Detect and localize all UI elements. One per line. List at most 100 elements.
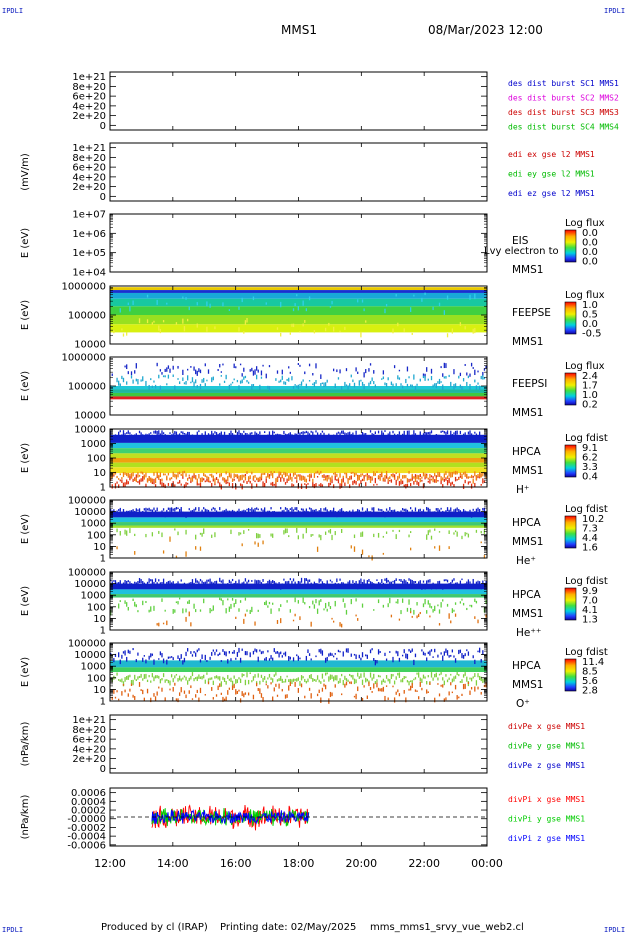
edi-e-ylabel: (mV/m) bbox=[20, 153, 31, 191]
hpca-h-label-1: MMS1 bbox=[512, 465, 543, 477]
panel-hpca-he: Log fdist10.27.34.41.6HPCAMMS1He⁺1000001… bbox=[20, 496, 608, 567]
hpca-o-ytick-label: 100000 bbox=[68, 639, 106, 650]
time-axis: 12:00 14:00 16:00 18:00 20:00 22:00 00:00 bbox=[94, 72, 503, 870]
hpca-h-band-5 bbox=[110, 462, 487, 468]
hpca-hepp-speckle-2 bbox=[156, 611, 487, 628]
hpca-h-label-2: H⁺ bbox=[516, 484, 529, 496]
divpe-ytick-label: 8e+20 bbox=[72, 725, 106, 736]
eis-ytick-label: 1e+04 bbox=[72, 268, 106, 279]
feepse-band-4 bbox=[110, 306, 487, 315]
x-tick-label: 18:00 bbox=[283, 857, 315, 870]
eis-colorbar-tick: 0.0 bbox=[582, 257, 598, 268]
divpi-legend-2: divPi z gse MMS1 bbox=[508, 834, 585, 843]
divpi-ytick-label: -0.0004 bbox=[67, 832, 106, 843]
hpca-he-band-1 bbox=[110, 517, 487, 523]
hpca-he-ytick-label: 10 bbox=[93, 542, 106, 553]
edi-e-ytick-label: 1e+21 bbox=[72, 143, 106, 154]
divpi-ytick-label: 0.0004 bbox=[71, 797, 106, 808]
hpca-he-speckle-2 bbox=[116, 536, 486, 561]
hpca-o-ytick-label: 1 bbox=[100, 697, 106, 708]
hpca-he-speckle-1 bbox=[116, 527, 486, 541]
hpca-o-ylabel: E (eV) bbox=[20, 657, 31, 687]
hpca-hepp-colorbar-title: Log fdist bbox=[565, 576, 608, 587]
edi-e-legend-2: edi ez gse l2 MMS1 bbox=[508, 189, 595, 198]
feepse-colorbar-tick: 0.0 bbox=[582, 319, 598, 330]
hpca-hepp-ytick-label: 1000 bbox=[81, 591, 106, 602]
hpca-h-colorbar-tick: 9.1 bbox=[582, 443, 598, 454]
edi-e-legend-1: edi ey gse l2 MMS1 bbox=[508, 170, 595, 179]
hpca-he-ytick-label: 10000 bbox=[74, 507, 106, 518]
feepsi-colorbar-tick: 2.4 bbox=[582, 371, 598, 382]
corner-mark-bottom-right: IPDLI bbox=[604, 926, 625, 934]
feepsi-label-0: FEEPSI bbox=[512, 378, 547, 390]
eis-frame bbox=[109, 213, 488, 273]
footer-produced-by: Produced by cl (IRAP) bbox=[101, 922, 208, 933]
eis-label-1: MMS1 bbox=[512, 264, 543, 276]
hpca-he-label-0: HPCA bbox=[512, 517, 542, 529]
hpca-he-frame bbox=[109, 499, 488, 559]
hpca-h-ytick-label: 10 bbox=[93, 468, 106, 479]
feepsi-colorbar-tick: 1.0 bbox=[582, 390, 598, 401]
des-dist-legend-1: des dist burst SC2 MMS2 bbox=[508, 94, 619, 103]
feepsi-ylabel: E (eV) bbox=[20, 371, 31, 401]
corner-mark-bottom-left: IPDLI bbox=[2, 926, 23, 934]
divpe-ylabel: (nPa/km) bbox=[20, 722, 31, 767]
hpca-o-ytick-label: 100 bbox=[87, 673, 106, 684]
feepse-band-1 bbox=[110, 290, 487, 293]
eis-colorbar-tick: 0.0 bbox=[582, 238, 598, 249]
hpca-he-speckle-0 bbox=[110, 506, 487, 518]
hpca-h-ytick-label: 100 bbox=[87, 454, 106, 465]
hpca-hepp-band-2 bbox=[110, 594, 487, 598]
feepsi-colorbar-tick: 0.2 bbox=[582, 400, 598, 411]
footer-printing-date: Printing date: 02/May/2025 bbox=[220, 922, 356, 933]
panel-hpca-hepp: Log fdist9.97.04.11.3HPCAMMS1He⁺⁺1000001… bbox=[20, 568, 608, 639]
eis-label-0: EIS bbox=[512, 235, 529, 247]
divpi-ytick-label: -0.0006 bbox=[67, 840, 106, 851]
des-dist-ytick-label: 0 bbox=[100, 121, 106, 132]
feepsi-ytick-label: 100000 bbox=[68, 382, 106, 393]
hpca-h-colorbar-title: Log fdist bbox=[565, 433, 608, 444]
panel-hpca-o: Log fdist11.48.55.62.8HPCAMMS1O⁺10000010… bbox=[20, 639, 608, 710]
feepse-band-5 bbox=[110, 315, 487, 325]
hpca-he-colorbar-tick: 1.6 bbox=[582, 543, 598, 554]
hpca-o-speckle-0 bbox=[110, 647, 484, 666]
feepsi-ytick-label: 1000000 bbox=[61, 353, 106, 364]
hpca-h-band-0 bbox=[110, 434, 487, 443]
panel-divpi: divPi x gse MMS1 divPi y gse MMS1 divPi z … bbox=[20, 787, 585, 851]
hpca-hepp-band-0 bbox=[110, 583, 487, 590]
divpe-ytick-label: 4e+20 bbox=[72, 744, 106, 755]
x-tick-label: 22:00 bbox=[408, 857, 440, 870]
hpca-hepp-ylabel: E (eV) bbox=[20, 586, 31, 616]
hpca-o-ytick-label: 10 bbox=[93, 685, 106, 696]
divpi-ylabel: (nPa/km) bbox=[20, 795, 31, 840]
hpca-hepp-band-1 bbox=[110, 589, 487, 595]
hpca-o-colorbar-tick: 2.8 bbox=[582, 686, 598, 697]
hpca-hepp-ytick-label: 1 bbox=[100, 626, 106, 637]
hpca-o-colorbar-title: Log fdist bbox=[565, 647, 608, 658]
hpca-h-colorbar bbox=[564, 444, 577, 478]
hpca-o-band-1 bbox=[110, 667, 487, 672]
des-dist-frame bbox=[109, 71, 488, 131]
x-tick-label: 16:00 bbox=[220, 857, 252, 870]
eis-ytick-label: 1e+07 bbox=[72, 210, 106, 221]
eis-colorbar-tick: 0.0 bbox=[582, 247, 598, 258]
divpe-ytick-label: 2e+20 bbox=[72, 754, 106, 765]
x-tick-label: 20:00 bbox=[345, 857, 377, 870]
hpca-o-speckle-1 bbox=[110, 672, 487, 687]
feepse-ytick-label: 10000 bbox=[74, 340, 106, 351]
hpca-hepp-speckle-1 bbox=[110, 597, 487, 616]
feepse-colorbar bbox=[564, 301, 577, 335]
feepsi-band-3 bbox=[110, 396, 487, 400]
divpe-legend-1: divPe y gse MMS1 bbox=[508, 742, 585, 751]
edi-e-ytick-label: 0 bbox=[100, 192, 106, 203]
des-dist-ytick-label: 8e+20 bbox=[72, 82, 106, 93]
hpca-he-colorbar-tick: 10.2 bbox=[582, 514, 604, 525]
hpca-hepp-label-0: HPCA bbox=[512, 589, 542, 601]
hpca-h-band-2 bbox=[110, 448, 487, 454]
eis-colorbar-tick: 0.0 bbox=[582, 228, 598, 239]
des-dist-legend-0: des dist burst SC1 MMS1 bbox=[508, 79, 619, 88]
